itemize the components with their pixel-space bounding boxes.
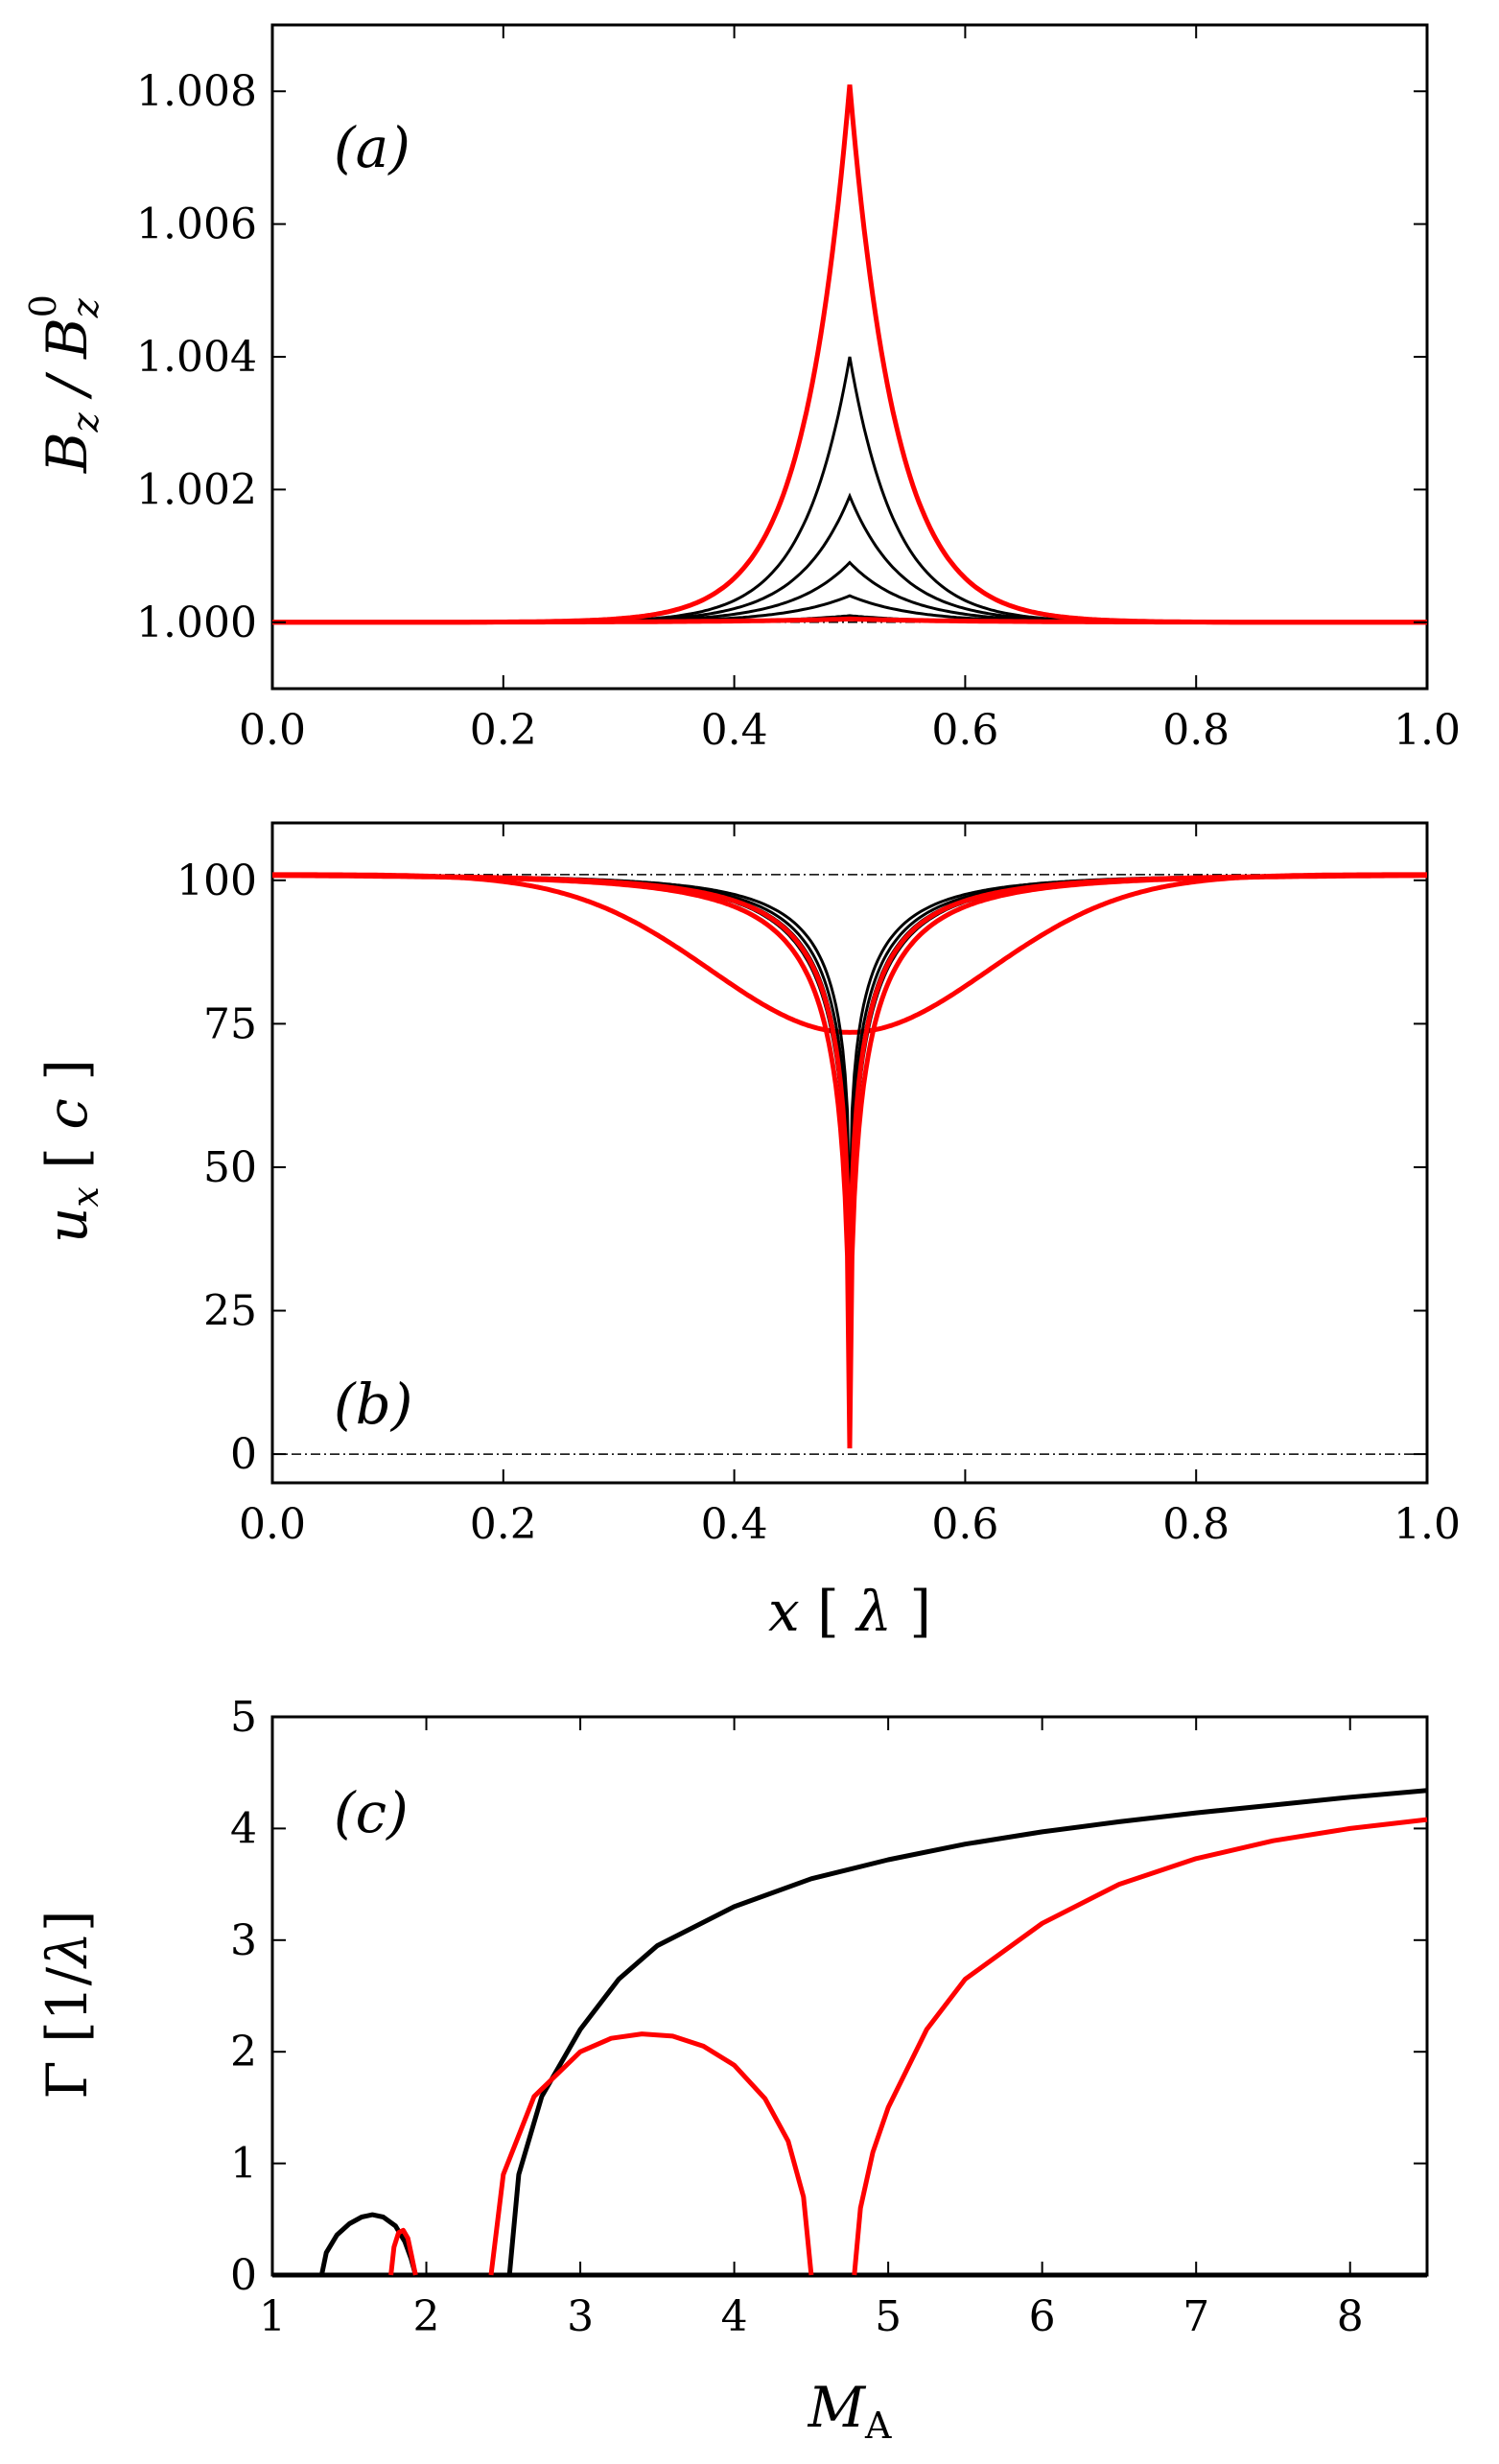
- panel-c-xtick-label: 8: [1337, 2292, 1364, 2341]
- panel-c-xtick-label: 4: [721, 2292, 748, 2341]
- panel-b-ytick-label: 0: [230, 1430, 257, 1479]
- panel-a-ytick-label: 1.002: [136, 465, 257, 514]
- panel-c-ytick-label: 1: [230, 2140, 257, 2189]
- panel-b-xtick-label: 0.4: [701, 1500, 768, 1549]
- panel-c-series-line: [852, 1817, 1428, 2276]
- panel-a-series-line: [272, 492, 1427, 624]
- panel-b-xtick-label: 0.2: [470, 1500, 537, 1549]
- panel-a-ylabel: Bz / Bz0: [22, 294, 106, 474]
- panel-a: 0.0 0.2 0.4 0.6 0.8 1.0 1.000 1.002 1.004 1.006 1.…: [22, 23, 1461, 755]
- panel-b-xtick-label: 0.6: [931, 1500, 998, 1549]
- panel-a-xtick-label: 0.8: [1162, 706, 1230, 755]
- panel-a-series-line: [272, 84, 1427, 625]
- panel-c-ylabel: Γ [1/λ]: [35, 1910, 100, 2099]
- panel-b-tag: (b): [334, 1372, 412, 1437]
- panel-b-ytick-label: 100: [176, 857, 257, 905]
- panel-b-ylabel: ux [ c ]: [35, 1059, 106, 1243]
- panel-a-xtick-label: 0.0: [239, 706, 306, 755]
- panel-c-ytick-label: 3: [230, 1916, 257, 1965]
- panel-c-xtick-label: 3: [567, 2292, 594, 2341]
- panel-c-tag: (c): [334, 1780, 409, 1845]
- panel-b-xtick-label: 0.8: [1162, 1500, 1230, 1549]
- panel-c-ytick-label: 2: [230, 2028, 257, 2077]
- panel-c-xlabel: MA: [808, 2375, 892, 2447]
- panel-c-ytick-label: 0: [230, 2251, 257, 2300]
- panel-c-xtick-label: 5: [875, 2292, 902, 2341]
- panel-b-ytick-label: 25: [203, 1287, 257, 1336]
- panel-c-xtick-label: 1: [259, 2292, 286, 2341]
- panel-a-ytick-label: 1.006: [136, 200, 257, 249]
- panel-c-xtick-label: 6: [1029, 2292, 1056, 2341]
- panel-a-plot-area: 0.0 0.2 0.4 0.6 0.8 1.0 1.000 1.002 1.004 1.006 1.…: [136, 25, 1461, 755]
- panel-a-xtick-label: 0.6: [931, 706, 998, 755]
- panel-a-tag: (a): [334, 115, 410, 180]
- panel-b-xtick-label: 1.0: [1394, 1500, 1461, 1549]
- panel-b: 0.0 0.2 0.4 0.6 0.8 1.0 0 25 50 75 100 (b) ux [ c …: [35, 821, 1461, 1644]
- panel-b-series-line: [272, 873, 1427, 1449]
- panel-a-series-line: [272, 356, 1427, 624]
- panel-b-frame: [270, 821, 1429, 1485]
- panel-c-ytick-label: 5: [230, 1693, 257, 1742]
- panel-a-xtick-label: 0.2: [470, 706, 537, 755]
- panel-b-ytick-label: 75: [203, 999, 257, 1048]
- panel-b-series-line: [272, 873, 1427, 1231]
- panel-c-xtick-label: 2: [413, 2292, 440, 2341]
- panel-c-frame: [270, 1715, 1429, 2277]
- panel-b-plot-area: 0.0 0.2 0.4 0.6 0.8 1.0 0 25 50 75 100: [176, 823, 1461, 1549]
- panel-c-series-line: [388, 2227, 418, 2276]
- panel-a-ytick-label: 1.004: [136, 333, 257, 382]
- panel-c-series-line: [488, 2031, 814, 2276]
- panel-a-series-line: [272, 560, 1427, 624]
- panel-c-series-line: [318, 2212, 418, 2276]
- panel-b-xlabel: x [ λ ]: [768, 1579, 931, 1644]
- panel-a-series-line: [272, 616, 1427, 625]
- panel-b-ytick-label: 50: [203, 1143, 257, 1192]
- panel-a-xtick-label: 1.0: [1394, 706, 1461, 755]
- panel-c-xtick-label: 7: [1183, 2292, 1209, 2341]
- panel-c-series-line: [506, 1788, 1428, 2276]
- panel-b-series-line: [272, 872, 1427, 1035]
- panel-a-xtick-label: 0.4: [701, 706, 768, 755]
- panel-b-xtick-label: 0.0: [239, 1500, 306, 1549]
- panel-a-ytick-label: 1.008: [136, 67, 257, 116]
- panel-c-ytick-label: 4: [230, 1804, 257, 1853]
- panel-a-ytick-label: 1.000: [136, 598, 257, 647]
